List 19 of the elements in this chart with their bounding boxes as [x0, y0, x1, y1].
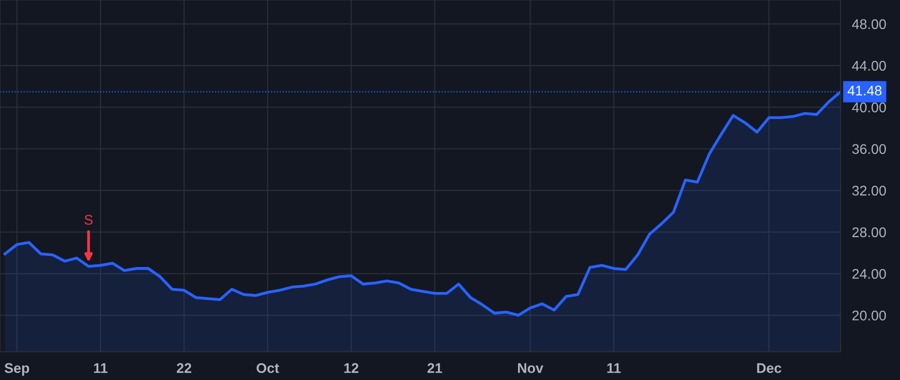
y-tick-label: 28.00 [852, 227, 886, 238]
x-tick-label: Nov [518, 363, 544, 374]
y-tick-label: 44.00 [852, 60, 886, 71]
x-tick-label: 22 [176, 363, 192, 373]
ref-line-label: 41.48 [848, 86, 882, 96]
y-tick-label: 24.00 [852, 268, 886, 279]
y-tick-label: 40.00 [852, 102, 886, 112]
x-tick-label: 11 [607, 363, 621, 373]
x-tick-label: Sep [4, 363, 30, 376]
x-tick-label: Dec [757, 363, 782, 374]
x-tick-label: Oct [256, 363, 280, 374]
y-tick-label: 48.00 [852, 19, 886, 30]
y-tick-label: 20.00 [852, 310, 886, 320]
annotation: S [84, 214, 93, 225]
x-tick-label: 12 [344, 363, 358, 373]
y-tick-label: 36.00 [852, 144, 886, 154]
x-tick-label: 21 [428, 363, 442, 373]
y-tick-label: 32.00 [852, 186, 886, 196]
x-tick-label: 11 [94, 363, 108, 373]
